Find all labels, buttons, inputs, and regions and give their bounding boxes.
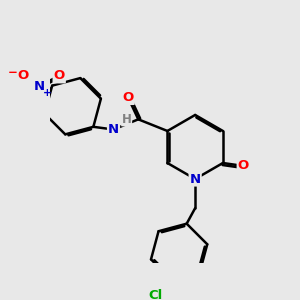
Text: −: − [8,67,17,80]
Text: N: N [33,80,44,93]
Text: O: O [238,159,249,172]
Text: H: H [122,113,132,126]
Text: +: + [43,88,51,98]
Text: Cl: Cl [148,290,163,300]
Text: N: N [190,172,201,185]
Text: O: O [54,69,65,82]
Text: O: O [122,91,134,104]
Text: N: N [108,123,119,136]
Text: O: O [17,69,28,82]
